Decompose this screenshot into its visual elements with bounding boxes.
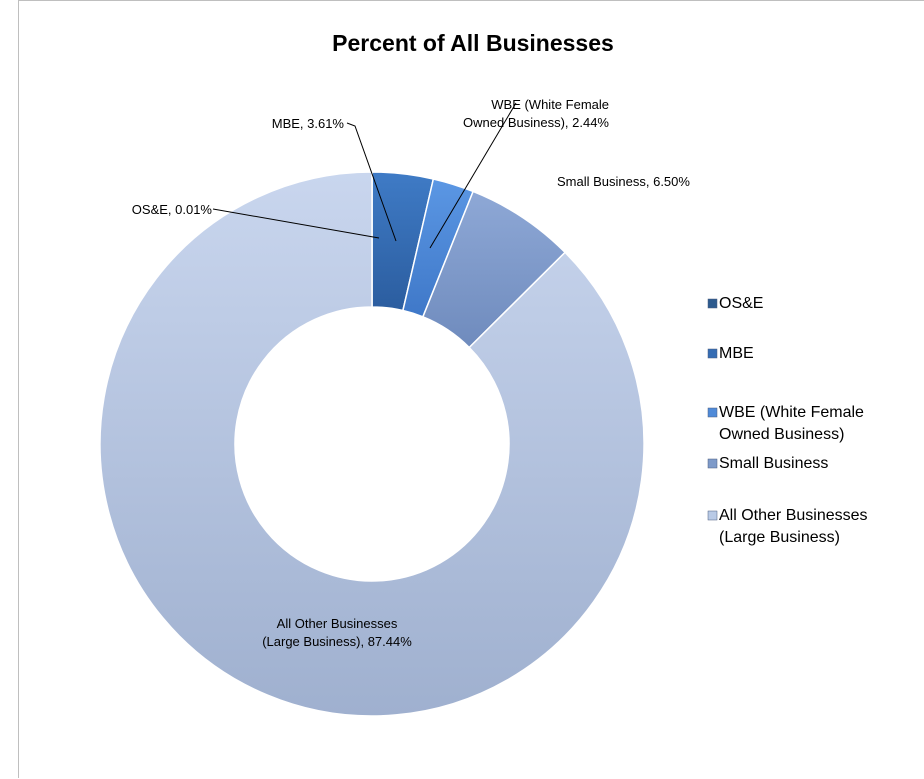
doughnut-chart: Percent of All Businesses OS&E, 0.01% MBE…: [19, 1, 924, 779]
legend-label-0: OS&E: [719, 295, 763, 312]
legend-swatch-3: [708, 459, 717, 468]
chart-title: Percent of All Businesses: [332, 30, 614, 56]
legend-label-3: Small Business: [719, 455, 828, 472]
legend-swatch-0: [708, 299, 717, 308]
data-label-3: Small Business, 6.50%: [557, 174, 690, 189]
legend-label-1: MBE: [719, 345, 754, 362]
legend-swatch-2: [708, 408, 717, 417]
legend-swatch-4: [708, 511, 717, 520]
legend-swatch-1: [708, 349, 717, 358]
data-label-1: MBE, 3.61%: [272, 116, 345, 131]
legend-label-4: All Other Businesses(Large Business): [719, 507, 868, 546]
chart-area: Percent of All Businesses OS&E, 0.01% MBE…: [18, 0, 924, 778]
data-label-0: OS&E, 0.01%: [132, 202, 213, 217]
